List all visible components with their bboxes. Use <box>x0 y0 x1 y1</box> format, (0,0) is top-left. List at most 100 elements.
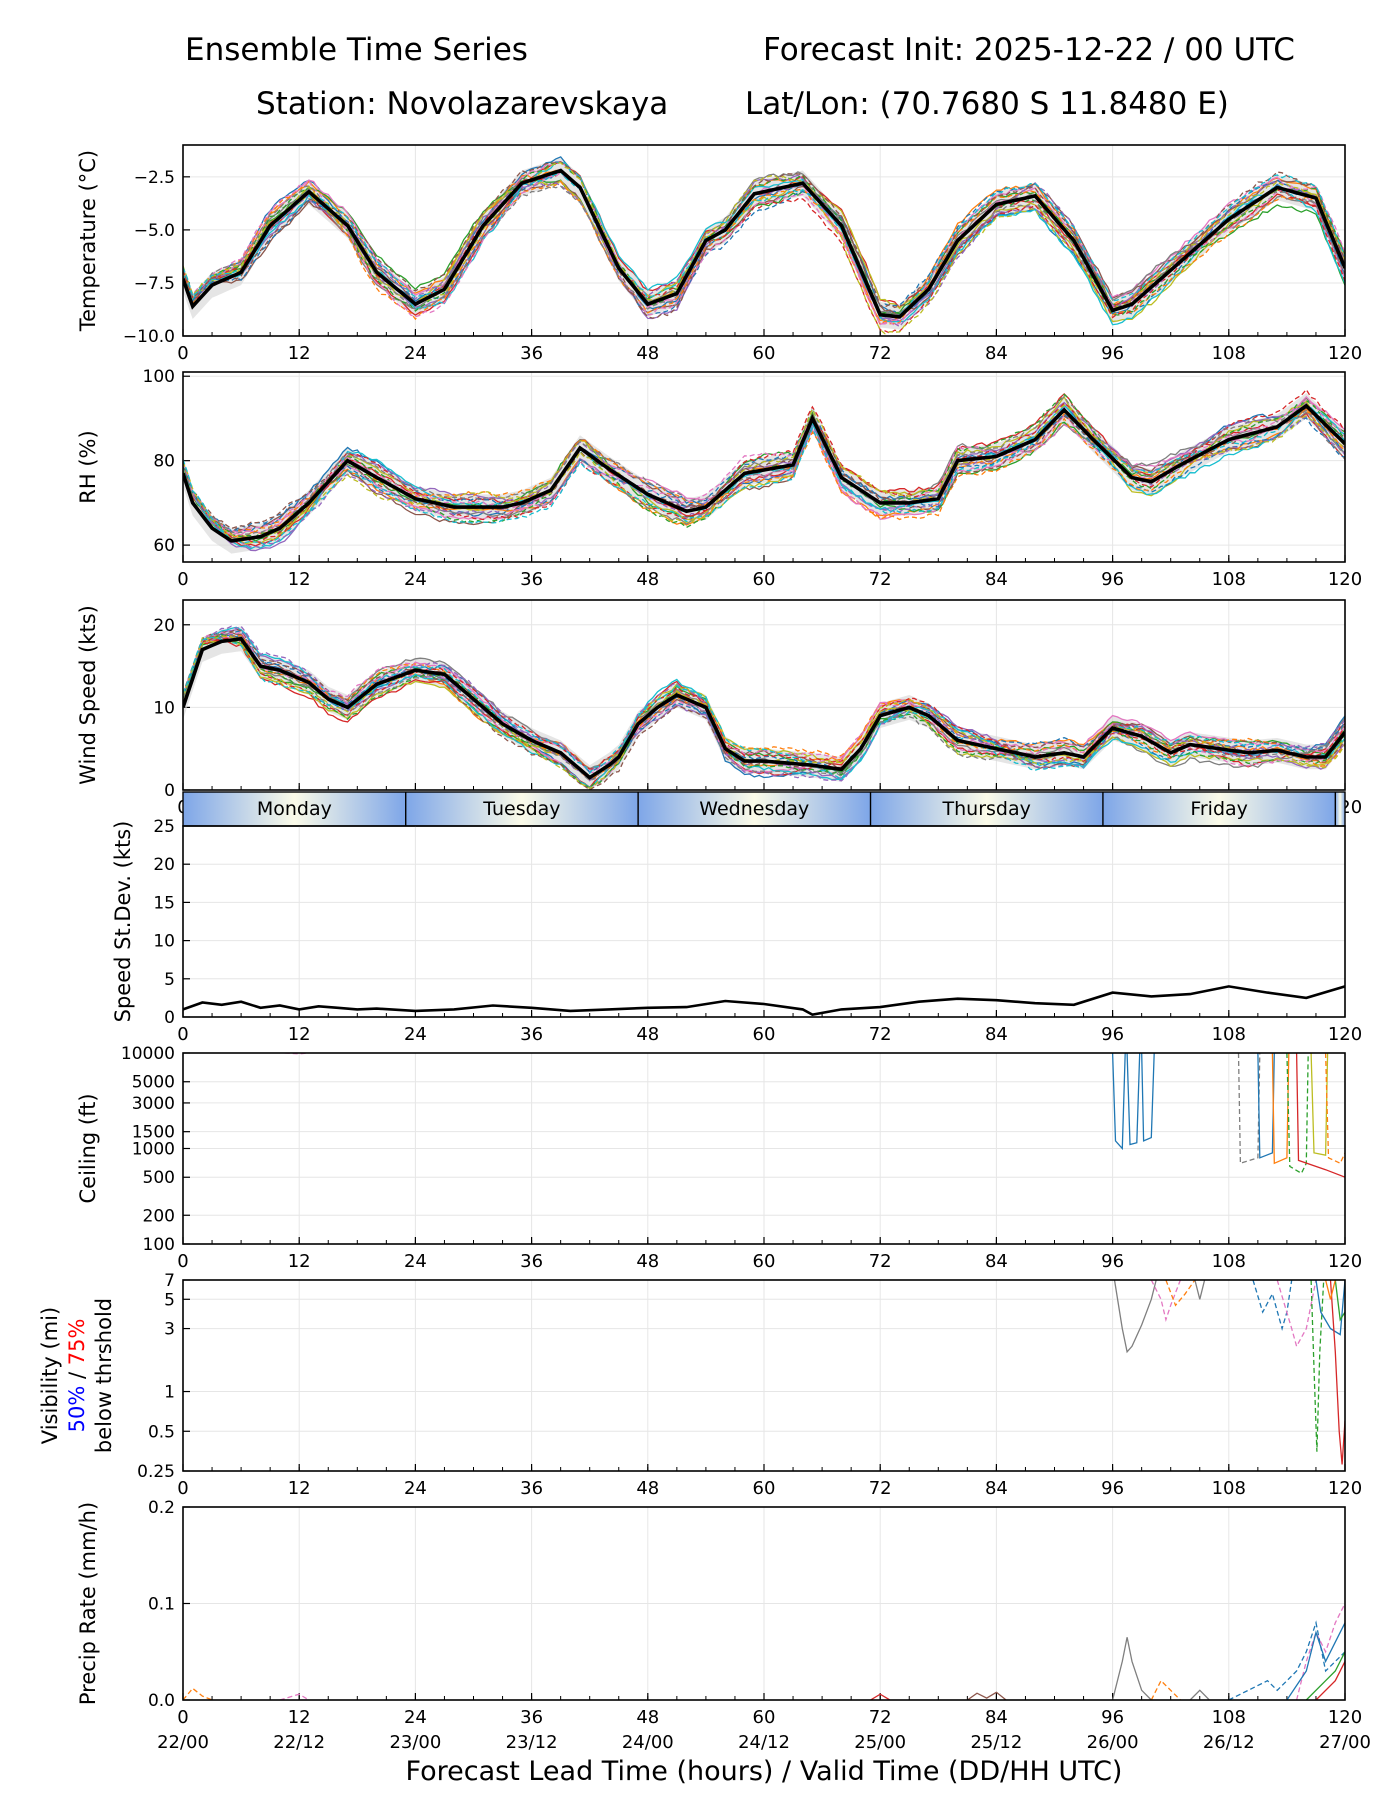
x-tick-label: 36 <box>520 1024 543 1045</box>
panel-border <box>182 1506 1346 1701</box>
x-tick-label: 84 <box>985 1251 1008 1272</box>
valid-time-label: 23/12 <box>506 1732 558 1753</box>
ensemble-member-line <box>183 170 1345 334</box>
station-name: Station: Novolazarevskaya <box>256 86 669 122</box>
x-tick-label: 120 <box>1328 1707 1362 1728</box>
y-tick-label: 0 <box>164 781 175 801</box>
x-tick-label: 0 <box>177 1478 188 1499</box>
y-tick-label: 5000 <box>132 1073 175 1093</box>
x-tick-label: 84 <box>985 343 1008 364</box>
x-tick-label: 60 <box>753 1478 776 1499</box>
valid-time-label: 24/00 <box>622 1732 674 1753</box>
member-trace <box>1276 1280 1317 1349</box>
member-trace <box>1286 1622 1345 1700</box>
weekday-label: Monday <box>257 798 332 820</box>
ensemble-member-line <box>183 407 1345 535</box>
valid-time-label: 22/12 <box>273 1732 325 1753</box>
x-tick-label: 108 <box>1212 569 1246 590</box>
y-tick-label: 5 <box>164 1290 175 1310</box>
y-tick-label: 0 <box>164 1008 175 1028</box>
label-sep: / <box>65 1365 89 1385</box>
ensemble-member-line <box>183 639 1345 789</box>
y-tick-label: 1500 <box>132 1123 175 1143</box>
panel-border <box>182 144 1346 337</box>
y-axis-label-threshold: 50% / 75% <box>65 1319 89 1433</box>
y-tick-label: −10.0 <box>123 327 175 347</box>
y-tick-label: 0.25 <box>137 1462 175 1482</box>
y-tick-label: 1 <box>164 1383 175 1403</box>
y-tick-label: 0.5 <box>148 1422 175 1442</box>
y-axis-label: Precip Rate (mm/h) <box>76 1502 100 1705</box>
x-tick-label: 60 <box>753 1707 776 1728</box>
x-tick-label: 72 <box>869 569 892 590</box>
y-axis-label: Speed St.Dev. (kts) <box>111 821 135 1023</box>
ensemble-member-line <box>183 404 1345 541</box>
valid-time-label: 26/00 <box>1087 1732 1139 1753</box>
x-tick-label: 120 <box>1328 1024 1362 1045</box>
x-tick-label: 0 <box>177 1024 188 1045</box>
member-trace <box>1329 1280 1345 1465</box>
y-axis-label: Ceiling (ft) <box>76 1093 100 1203</box>
ensemble-mean-line <box>183 168 1345 319</box>
y-tick-label: 25 <box>153 817 175 837</box>
x-tick-label: 108 <box>1212 1251 1246 1272</box>
ensemble-member-line <box>183 406 1345 548</box>
ensemble-mean-line <box>183 403 1345 543</box>
plot-area-wind_speed <box>183 625 1345 790</box>
x-tick-label: 12 <box>288 343 311 364</box>
y-axis-label: Visibility (mi) <box>38 1307 62 1444</box>
x-tick-label: 72 <box>869 1251 892 1272</box>
y-tick-label: 10000 <box>121 1044 175 1064</box>
x-tick-label: 0 <box>177 343 188 364</box>
y-tick-label: 5 <box>164 970 175 990</box>
member-trace <box>1111 1053 1126 1151</box>
member-trace <box>279 1693 310 1700</box>
weekday-label: Friday <box>1190 798 1248 820</box>
member-trace <box>1237 1053 1261 1165</box>
label-75pct: 75% <box>65 1319 89 1366</box>
x-tick-label: 108 <box>1212 1478 1246 1499</box>
weekday-segment <box>1102 792 1336 826</box>
member-trace <box>1141 1053 1155 1142</box>
x-tick-label: 108 <box>1212 1707 1246 1728</box>
x-tick-label: 12 <box>288 1707 311 1728</box>
y-tick-label: 10 <box>153 932 175 952</box>
panel-border <box>182 1052 1346 1245</box>
member-trace <box>967 1691 1007 1700</box>
x-tick-label: 96 <box>1101 1251 1124 1272</box>
chart-title: Ensemble Time Series <box>185 32 528 68</box>
member-trace <box>1310 1053 1329 1156</box>
y-tick-label: 100 <box>143 1235 175 1255</box>
ensemble-member-line <box>183 180 1345 326</box>
ensemble-member-line <box>183 179 1345 323</box>
plot-area-relative_humidity <box>183 388 1345 554</box>
weekday-label: Wednesday <box>699 798 809 820</box>
valid-time-label: 22/00 <box>157 1732 209 1753</box>
x-tick-label: 12 <box>288 1024 311 1045</box>
member-trace <box>1111 1637 1152 1700</box>
member-trace <box>1165 1280 1196 1307</box>
ensemble-member-line <box>183 393 1345 538</box>
ensemble-member-line <box>183 404 1345 546</box>
member-trace <box>1150 1679 1181 1700</box>
y-tick-label: 0.1 <box>148 1595 175 1615</box>
x-tick-label: 36 <box>520 1478 543 1499</box>
x-tick-label: 36 <box>520 1707 543 1728</box>
ensemble-member-line <box>183 398 1345 533</box>
member-trace <box>1315 1661 1345 1700</box>
plot-area-temperature <box>183 156 1345 335</box>
x-tick-label: 48 <box>636 1707 659 1728</box>
y-tick-label: 10 <box>153 698 175 718</box>
ensemble-member-line <box>183 630 1345 774</box>
x-tick-label: 0 <box>177 1251 188 1272</box>
member-trace <box>1228 1620 1345 1700</box>
x-tick-label: 84 <box>985 1478 1008 1499</box>
member-trace <box>1295 1053 1345 1178</box>
y-tick-label: 20 <box>153 855 175 875</box>
y-axis-label: RH (%) <box>76 430 100 503</box>
panel-border <box>182 1279 1346 1472</box>
x-tick-label: 84 <box>985 569 1008 590</box>
y-tick-label: 1000 <box>132 1140 175 1160</box>
x-tick-label: 0 <box>177 569 188 590</box>
